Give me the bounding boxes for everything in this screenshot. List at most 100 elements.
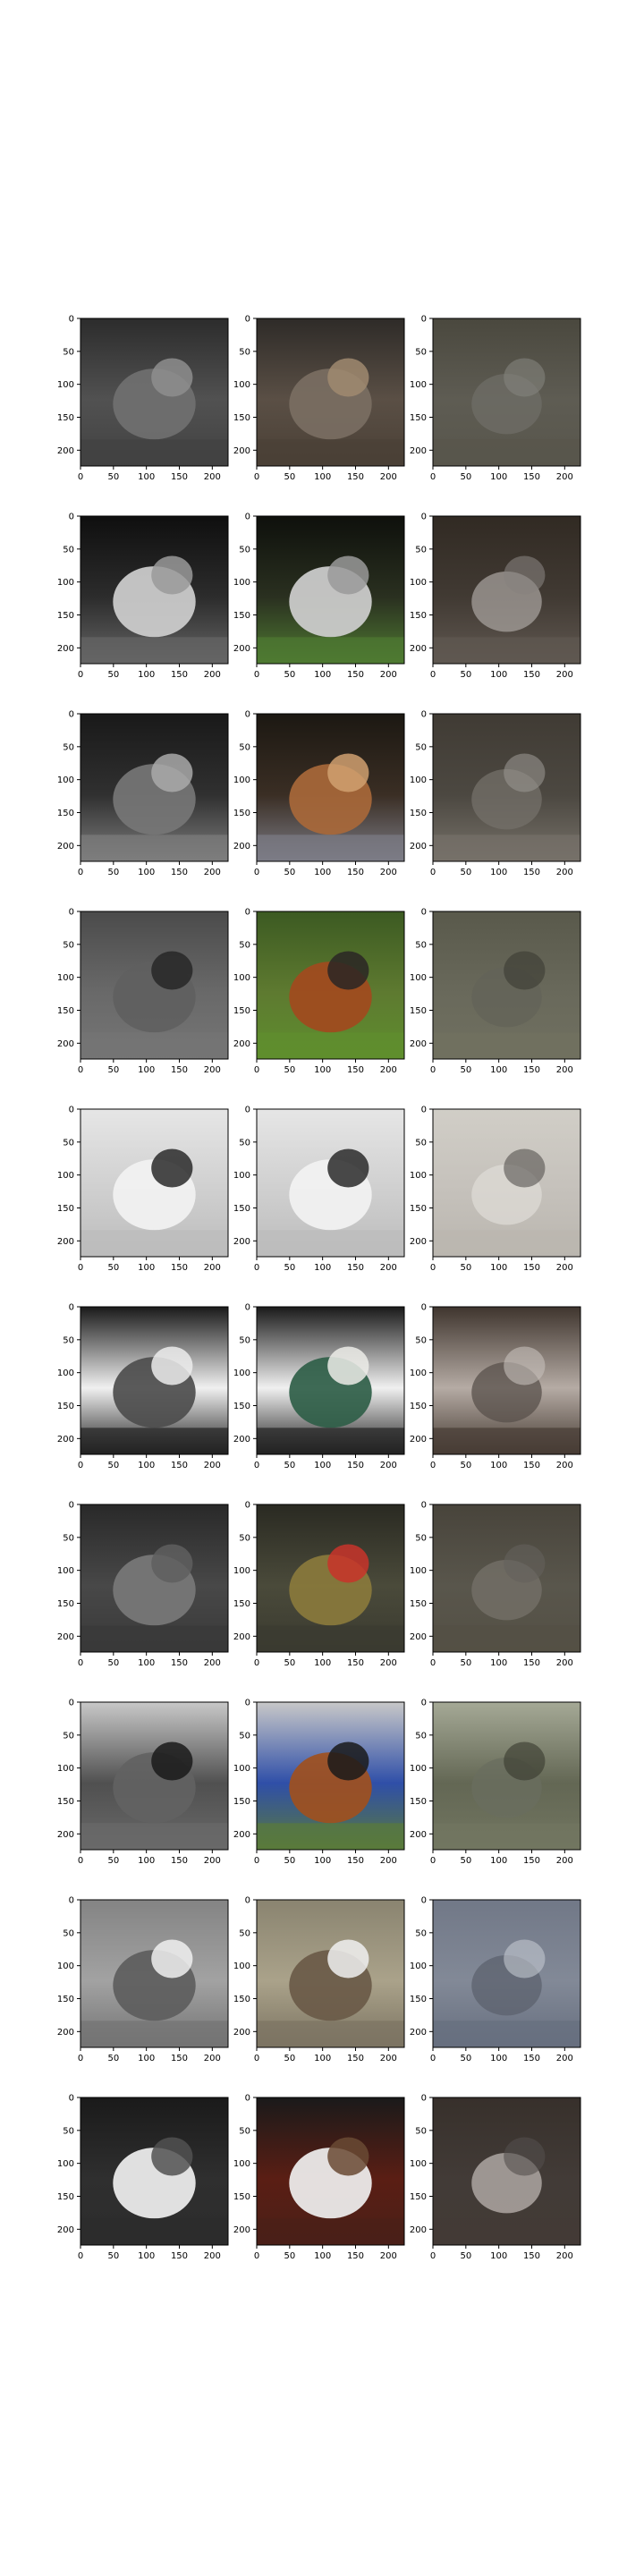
y-tick-label: 50 bbox=[415, 1928, 427, 1938]
x-tick-label: 200 bbox=[556, 868, 573, 877]
panel-frame bbox=[432, 1899, 581, 2048]
y-axis: 0 50 100 150 200 bbox=[233, 908, 257, 1049]
x-tick-label: 0 bbox=[254, 670, 259, 680]
predicted-colorization-panel: 0 50 100 150 200 0 50 100 150 200 bbox=[410, 710, 581, 877]
y-tick-label: 100 bbox=[57, 1171, 74, 1181]
photo-image bbox=[257, 516, 404, 664]
x-tick-label: 150 bbox=[171, 472, 188, 482]
y-tick-label: 0 bbox=[69, 2094, 74, 2104]
y-tick-label: 0 bbox=[69, 1106, 74, 1115]
panel-frame bbox=[256, 2097, 405, 2246]
x-tick-label: 50 bbox=[284, 868, 295, 877]
panel-frame bbox=[80, 1108, 229, 1258]
x-tick-label: 150 bbox=[523, 1856, 540, 1866]
y-tick-label: 0 bbox=[245, 1501, 250, 1511]
panel-frame bbox=[432, 1108, 581, 1258]
y-tick-label: 0 bbox=[421, 1303, 427, 1313]
image-row: 0 50 100 150 200 0 50 100 150 200 0 50 100 150 200 0 50 1… bbox=[57, 1106, 581, 1273]
y-tick-label: 0 bbox=[69, 513, 74, 522]
x-tick-label: 0 bbox=[78, 2054, 83, 2063]
y-tick-label: 0 bbox=[69, 1501, 74, 1511]
photo-image bbox=[80, 1504, 228, 1652]
y-tick-label: 100 bbox=[57, 775, 74, 785]
ground-truth-color-panel: 0 50 100 150 200 0 50 100 150 200 bbox=[233, 1699, 405, 1866]
photo-image bbox=[80, 911, 228, 1059]
y-tick-label: 100 bbox=[233, 1171, 250, 1181]
y-tick-label: 50 bbox=[239, 347, 250, 357]
predicted-colorization-panel: 0 50 100 150 200 0 50 100 150 200 bbox=[410, 908, 581, 1075]
x-tick-label: 0 bbox=[78, 472, 83, 482]
y-tick-label: 200 bbox=[57, 644, 74, 654]
y-tick-label: 150 bbox=[57, 611, 74, 621]
image-row: 0 50 100 150 200 0 50 100 150 200 0 50 100 150 200 0 50 1… bbox=[57, 1303, 581, 1470]
y-tick-label: 200 bbox=[57, 1632, 74, 1642]
x-tick-label: 150 bbox=[523, 670, 540, 680]
y-tick-label: 50 bbox=[63, 545, 74, 555]
x-tick-label: 50 bbox=[284, 1856, 295, 1866]
x-tick-label: 0 bbox=[254, 1263, 259, 1273]
y-tick-label: 0 bbox=[69, 710, 74, 720]
x-tick-label: 50 bbox=[107, 670, 119, 680]
y-tick-label: 200 bbox=[233, 842, 250, 852]
y-tick-label: 0 bbox=[421, 1896, 427, 1906]
y-tick-label: 0 bbox=[245, 1106, 250, 1115]
x-tick-label: 150 bbox=[171, 1263, 188, 1273]
y-tick-label: 50 bbox=[415, 940, 427, 950]
y-tick-label: 0 bbox=[69, 1699, 74, 1708]
panel-frame bbox=[256, 1899, 405, 2048]
photo-image bbox=[257, 1504, 404, 1652]
x-axis: 0 50 100 150 200 bbox=[78, 861, 221, 877]
y-tick-label: 0 bbox=[245, 710, 250, 720]
y-tick-label: 0 bbox=[421, 710, 427, 720]
y-axis: 0 50 100 150 200 bbox=[57, 1501, 80, 1642]
y-tick-label: 0 bbox=[421, 315, 427, 325]
y-tick-label: 200 bbox=[410, 2225, 427, 2235]
y-tick-label: 150 bbox=[233, 1995, 250, 2004]
x-tick-label: 50 bbox=[460, 1263, 471, 1273]
x-tick-label: 0 bbox=[254, 1461, 259, 1470]
x-axis: 0 50 100 150 200 bbox=[78, 466, 221, 482]
y-tick-label: 100 bbox=[410, 380, 427, 390]
y-tick-label: 100 bbox=[233, 380, 250, 390]
x-tick-label: 150 bbox=[347, 1856, 364, 1866]
x-axis: 0 50 100 150 200 bbox=[78, 1850, 221, 1866]
image-row: 0 50 100 150 200 0 50 100 150 200 0 50 100 150 200 0 50 1… bbox=[57, 1699, 581, 1866]
x-tick-label: 150 bbox=[523, 1461, 540, 1470]
y-axis: 0 50 100 150 200 bbox=[57, 710, 80, 852]
x-axis: 0 50 100 150 200 bbox=[78, 664, 221, 680]
x-tick-label: 50 bbox=[460, 1856, 471, 1866]
photo-image bbox=[433, 1900, 580, 2047]
x-tick-label: 100 bbox=[490, 2251, 507, 2261]
photo-image bbox=[257, 911, 404, 1059]
y-axis: 0 50 100 150 200 bbox=[57, 1106, 80, 1247]
y-tick-label: 200 bbox=[57, 446, 74, 456]
x-axis: 0 50 100 150 200 bbox=[78, 1059, 221, 1075]
y-tick-label: 150 bbox=[233, 809, 250, 818]
panel-frame bbox=[432, 1306, 581, 1455]
x-tick-label: 100 bbox=[314, 1856, 331, 1866]
y-axis: 0 50 100 150 200 bbox=[410, 908, 433, 1049]
x-tick-label: 200 bbox=[380, 670, 397, 680]
x-tick-label: 150 bbox=[523, 472, 540, 482]
panel-frame bbox=[432, 1504, 581, 1653]
x-tick-label: 0 bbox=[430, 1065, 436, 1075]
photo-image bbox=[80, 318, 228, 466]
x-tick-label: 50 bbox=[460, 1065, 471, 1075]
x-axis: 0 50 100 150 200 bbox=[78, 1652, 221, 1668]
y-tick-label: 150 bbox=[410, 1204, 427, 1214]
y-tick-label: 200 bbox=[410, 842, 427, 852]
x-tick-label: 200 bbox=[380, 472, 397, 482]
y-tick-label: 50 bbox=[415, 1731, 427, 1741]
y-tick-label: 150 bbox=[57, 1204, 74, 1214]
x-tick-label: 50 bbox=[284, 1263, 295, 1273]
y-axis: 0 50 100 150 200 bbox=[233, 1699, 257, 1840]
y-tick-label: 200 bbox=[233, 1237, 250, 1247]
x-tick-label: 150 bbox=[347, 1658, 364, 1668]
y-tick-label: 100 bbox=[57, 1368, 74, 1378]
panel-frame bbox=[432, 515, 581, 665]
y-tick-label: 150 bbox=[410, 413, 427, 423]
grayscale-input-panel: 0 50 100 150 200 0 50 100 150 200 bbox=[57, 2094, 229, 2261]
x-axis: 0 50 100 150 200 bbox=[254, 861, 397, 877]
panel-frame bbox=[80, 713, 229, 862]
y-tick-label: 200 bbox=[410, 1830, 427, 1840]
